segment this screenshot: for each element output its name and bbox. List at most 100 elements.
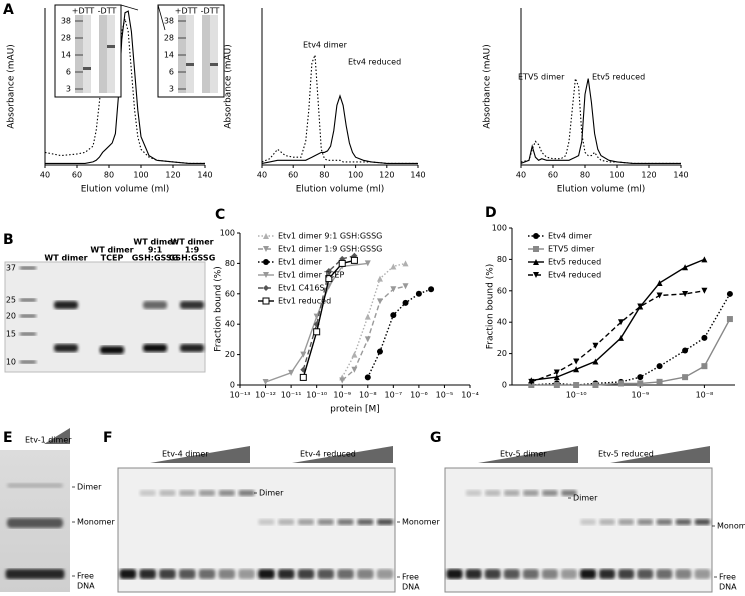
- point: [682, 290, 689, 297]
- band: [238, 569, 255, 579]
- y-axis-label: Fraction bound (%): [214, 266, 224, 352]
- marker-label: 6: [66, 68, 71, 77]
- point: [617, 319, 624, 326]
- legend-label: Etv4 reduced: [548, 271, 601, 280]
- wedge: [610, 446, 710, 463]
- point: [553, 369, 560, 376]
- marker-label: 15: [6, 330, 16, 339]
- annotation: Etv4 reduced: [348, 58, 401, 67]
- point: [533, 272, 539, 278]
- marker-label: 14: [164, 51, 174, 60]
- series-line: [261, 94, 418, 164]
- point: [390, 312, 397, 319]
- wedge: [292, 446, 393, 463]
- lane-label: GSH:GSSG: [132, 254, 179, 263]
- band: [599, 569, 616, 579]
- band: [522, 569, 539, 579]
- panel-label: C: [215, 207, 225, 223]
- marker-label: 28: [61, 34, 71, 43]
- band: [465, 490, 482, 496]
- band: [218, 490, 235, 496]
- point: [573, 382, 580, 388]
- free-dna-label: DNA: [719, 583, 737, 592]
- legend-label: Etv1 C416S: [278, 284, 325, 293]
- y-tick-label: 20: [225, 350, 235, 359]
- panel-label: F: [103, 430, 113, 446]
- point: [701, 334, 708, 341]
- lane-label: WT dimer: [133, 238, 176, 247]
- point: [402, 283, 409, 290]
- band: [523, 490, 539, 496]
- band: [83, 67, 91, 70]
- x-axis-label: Elution volume (ml): [557, 185, 645, 195]
- x-tick-label: 140: [673, 171, 688, 180]
- band: [675, 519, 692, 525]
- x-tick-label: 10⁻¹³: [230, 391, 251, 400]
- point: [553, 374, 560, 381]
- point: [533, 246, 539, 252]
- legend-label: Etv1 dimer 9:1 GSH:GSSG: [278, 232, 382, 241]
- band: [143, 344, 167, 352]
- dimer-label: Dimer: [77, 483, 102, 492]
- point: [402, 299, 409, 306]
- legend-label: ETV5 dimer: [548, 245, 595, 254]
- band: [298, 519, 314, 525]
- marker-label: 3: [169, 85, 174, 94]
- y-axis-label: Absorbance (mAU): [483, 44, 493, 129]
- series-line: [261, 54, 418, 164]
- lane-label: GSH:GSSG: [169, 254, 216, 263]
- band: [159, 490, 176, 496]
- point: [637, 303, 644, 310]
- lane-label: -DTT: [201, 7, 220, 16]
- point: [402, 260, 409, 267]
- point: [592, 342, 599, 349]
- x-tick-label: 100: [609, 171, 624, 180]
- point: [364, 336, 371, 343]
- x-tick-label: 40: [516, 171, 526, 180]
- point: [262, 297, 270, 305]
- point: [263, 246, 269, 252]
- band: [100, 346, 124, 354]
- point: [300, 351, 307, 358]
- x-tick-label: 120: [165, 171, 180, 180]
- series-line: [531, 293, 731, 386]
- point: [682, 264, 689, 271]
- point: [726, 290, 733, 297]
- free-dna-label: DNA: [77, 582, 95, 591]
- dimer-label: Dimer: [259, 489, 284, 498]
- point: [350, 256, 358, 264]
- x-tick-label: 140: [410, 171, 425, 180]
- marker-label: 38: [164, 17, 174, 26]
- x-tick-label: 10⁻⁴: [461, 391, 479, 400]
- panel-label: D: [485, 205, 497, 221]
- x-tick-label: 120: [379, 171, 394, 180]
- x-tick-label: 140: [197, 171, 212, 180]
- point: [376, 275, 383, 282]
- gel-lane: [186, 15, 194, 93]
- series-line: [341, 262, 406, 378]
- x-tick-label: 60: [548, 171, 558, 180]
- gel-lane: [107, 15, 115, 93]
- point: [415, 290, 422, 297]
- legend-label: Etv1 dimer 1:9 GSH:GSSG: [278, 245, 382, 254]
- band: [357, 569, 374, 579]
- marker-band: [20, 266, 36, 270]
- band: [541, 569, 558, 579]
- x-tick-label: 10⁻¹⁰: [306, 391, 327, 400]
- series-line: [531, 318, 731, 386]
- group-label: Etv-5 dimer: [500, 450, 547, 459]
- y-tick-label: 20: [497, 349, 507, 358]
- point: [617, 380, 624, 387]
- band: [258, 519, 275, 525]
- point: [338, 259, 346, 267]
- x-tick-label: 100: [133, 171, 148, 180]
- free-dna-label: Free: [402, 573, 419, 582]
- band: [5, 569, 65, 579]
- band: [297, 569, 315, 579]
- y-tick-label: 80: [225, 259, 235, 268]
- band: [337, 519, 354, 525]
- legend-label: Etv1 dimer: [278, 258, 323, 267]
- monomer-label: Monomer: [402, 518, 440, 527]
- point: [364, 313, 371, 320]
